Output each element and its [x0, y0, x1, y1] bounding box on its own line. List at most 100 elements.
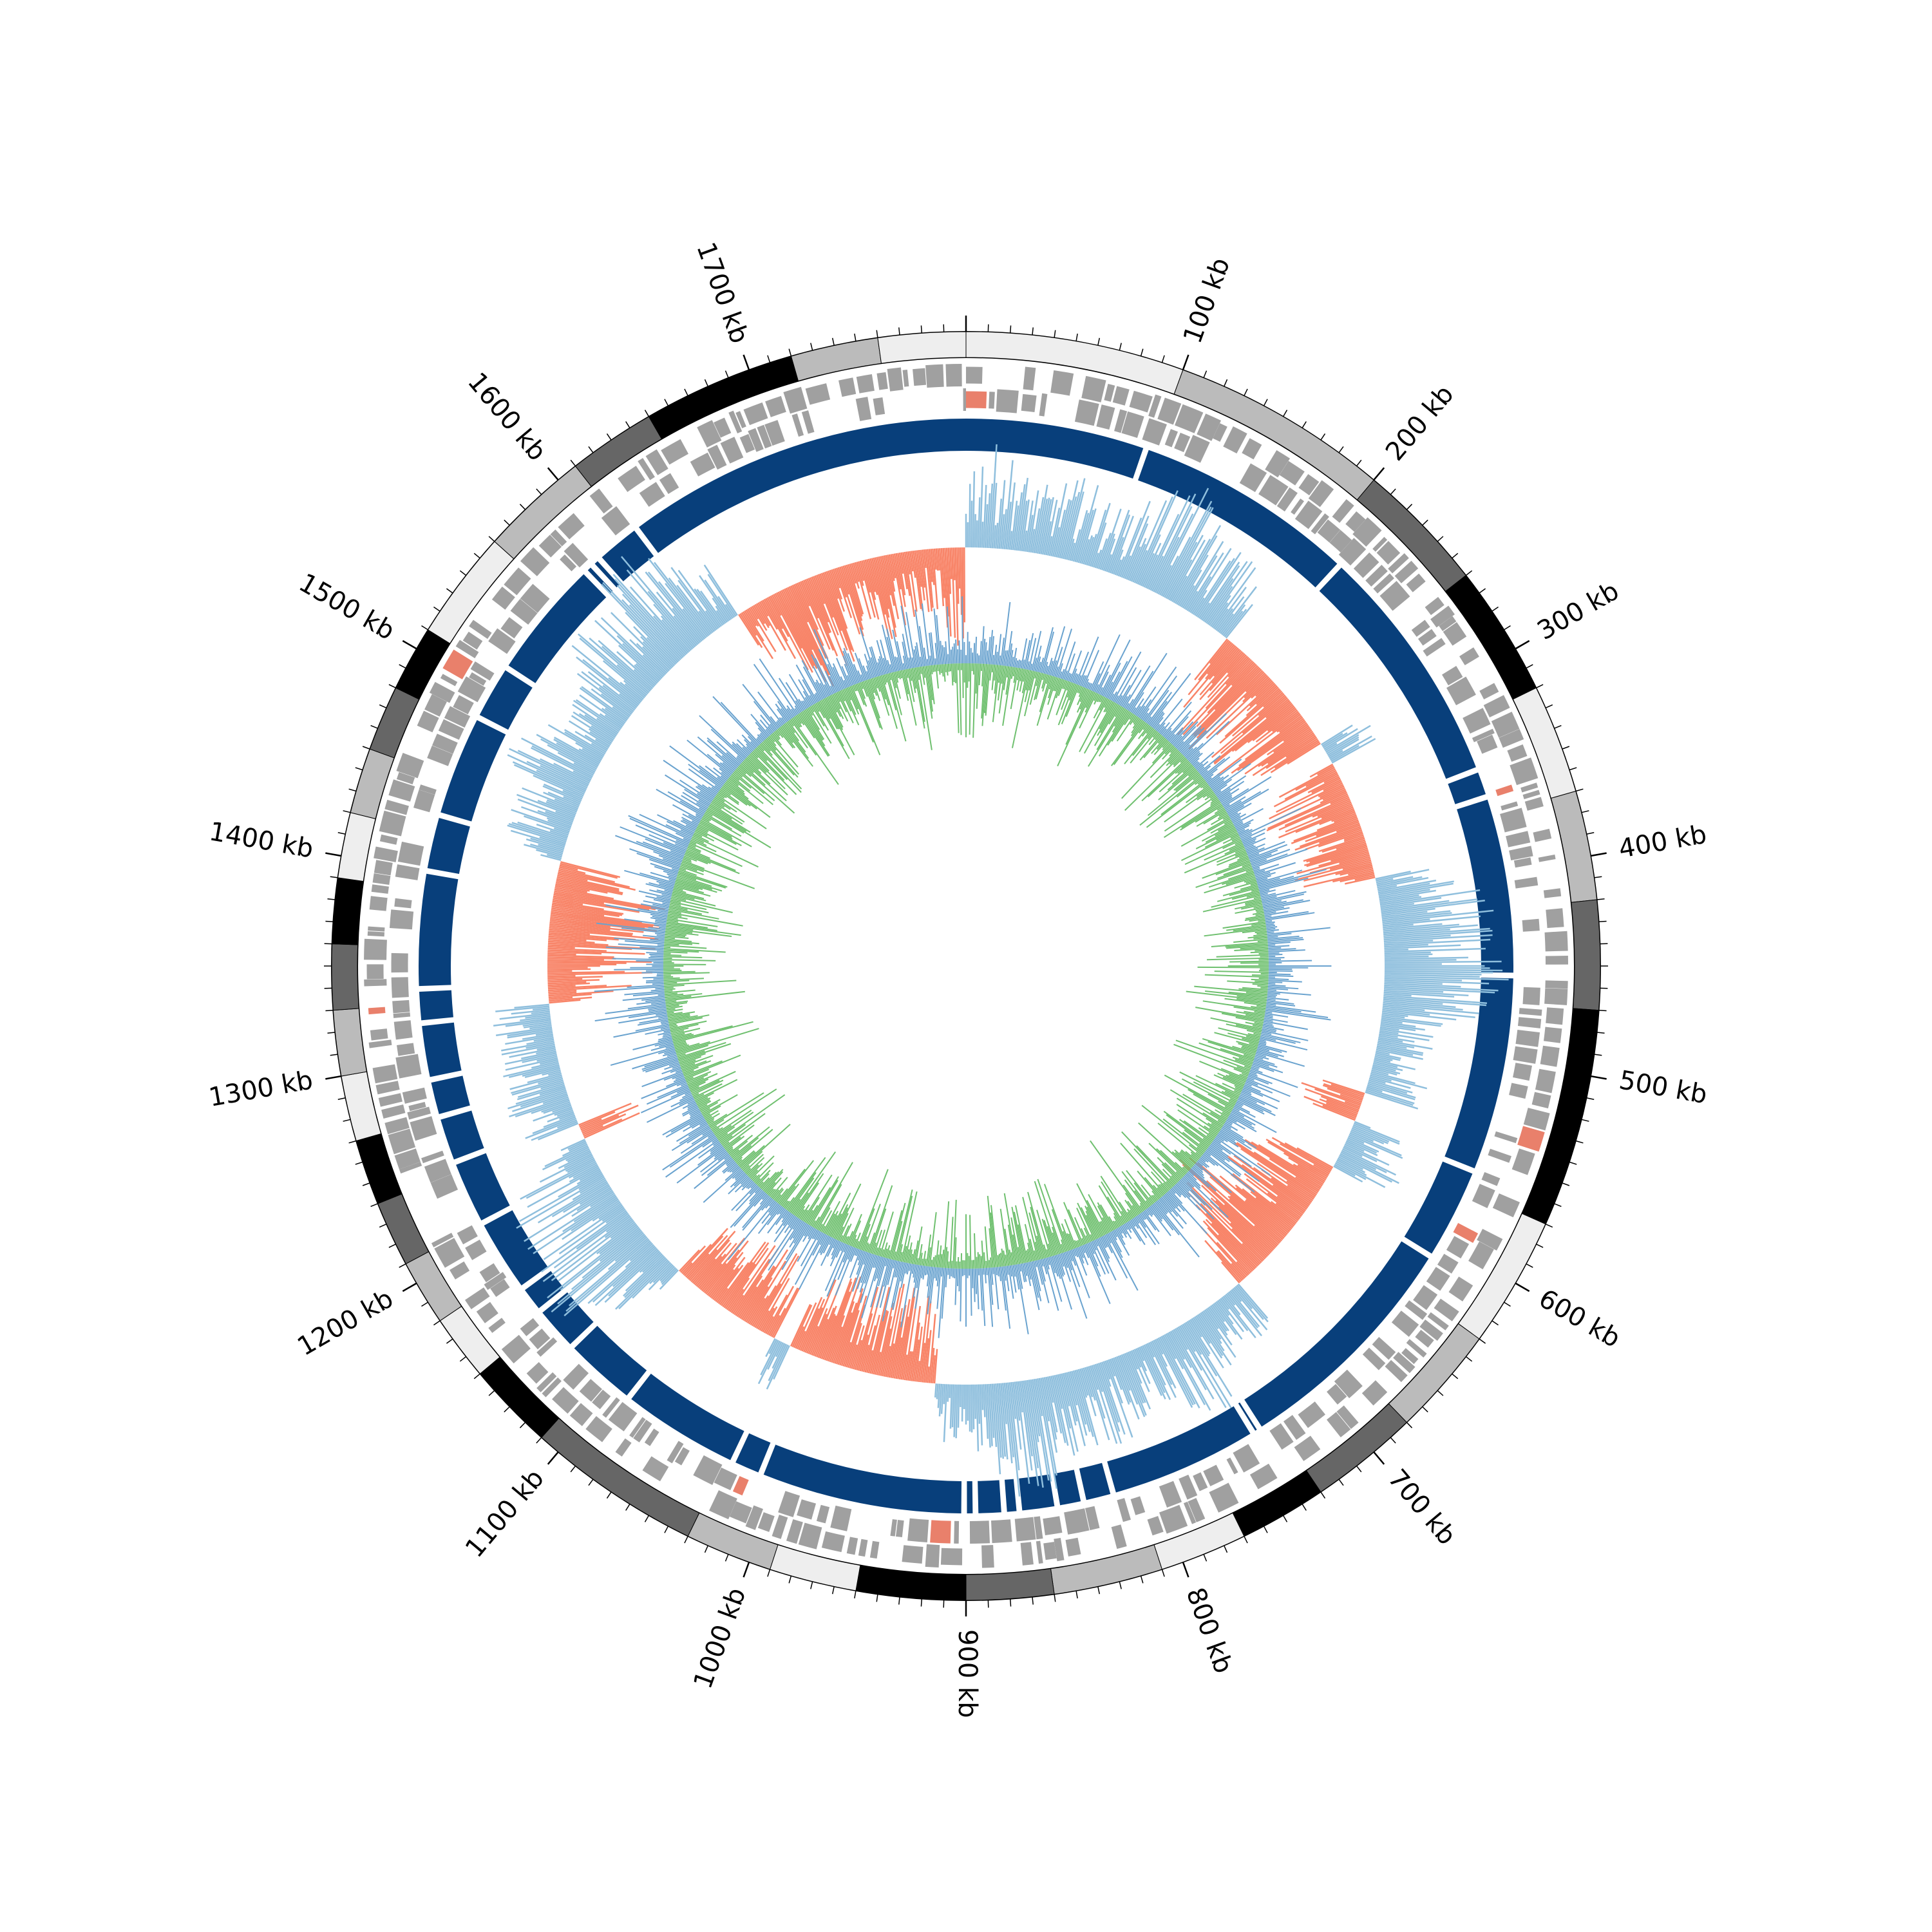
skew-negative: [797, 1206, 806, 1218]
gc-bar: [1377, 1043, 1424, 1054]
skew-negative: [879, 676, 889, 706]
skew-negative: [686, 849, 736, 871]
gc-bar: [551, 911, 659, 927]
skew-negative: [1129, 713, 1134, 720]
skew-negative: [1199, 1060, 1247, 1081]
skew-negative: [666, 1005, 679, 1008]
gc-bar: [895, 1299, 911, 1379]
skew-negative: [708, 806, 751, 833]
gc-bar: [1195, 1204, 1257, 1269]
skew-positive: [1046, 1257, 1050, 1265]
skew-positive: [656, 889, 672, 895]
skew-negative: [1225, 943, 1268, 948]
skew-positive: [759, 658, 798, 715]
skew-positive: [1250, 1069, 1298, 1088]
skew-negative: [806, 708, 820, 730]
skew-positive: [1157, 1200, 1169, 1213]
skew-positive: [1121, 1225, 1128, 1235]
gc-bar: [536, 1056, 558, 1062]
skew-negative: [788, 1177, 815, 1213]
gc-bar: [921, 549, 930, 612]
skew-negative: [665, 932, 687, 936]
skew-negative: [728, 1135, 753, 1155]
gc-bar: [1255, 680, 1273, 697]
gc-bar: [1192, 597, 1205, 615]
gene-forward: [925, 1544, 940, 1568]
gc-bar: [1383, 929, 1493, 939]
skew-positive: [882, 658, 889, 674]
skew-negative: [1098, 1185, 1124, 1226]
skew-negative: [1202, 1112, 1224, 1126]
skew-negative: [851, 1235, 857, 1247]
skew-positive: [676, 1081, 687, 1086]
gc-bar: [945, 547, 952, 637]
gc-bar: [693, 1258, 716, 1285]
gene-forward: [642, 1456, 669, 1482]
skew-positive: [757, 691, 784, 726]
minor-tick: [606, 1492, 612, 1499]
gene-forward: [821, 1531, 845, 1553]
gene-forward: [858, 1539, 868, 1557]
gc-bar: [1331, 1083, 1365, 1097]
minor-tick: [1452, 553, 1459, 559]
gc-bar: [578, 1103, 632, 1126]
skew-positive: [1129, 652, 1168, 712]
skew-negative: [808, 1176, 839, 1226]
skew-positive: [1268, 984, 1286, 987]
skew-positive: [670, 850, 685, 857]
skew-negative: [1060, 1244, 1065, 1253]
skew-positive: [1139, 1213, 1145, 1220]
skew-negative: [851, 685, 881, 755]
tick-label: 100 kb: [1178, 254, 1236, 347]
gc-bar: [1207, 663, 1256, 714]
skew-negative: [664, 945, 707, 949]
skew-positive: [906, 1263, 910, 1274]
skew-positive: [1259, 889, 1270, 893]
skew-negative: [1179, 1151, 1195, 1166]
skew-negative: [738, 765, 752, 777]
skew-positive: [824, 684, 831, 696]
gc-bar: [573, 770, 592, 781]
skew-negative: [734, 1128, 773, 1162]
gc-bar: [1217, 1250, 1244, 1280]
gc-bar: [557, 752, 596, 773]
gc-bar: [1245, 672, 1266, 693]
gc-bar: [1340, 866, 1373, 876]
gc-bar: [1384, 944, 1461, 950]
skew-positive: [1202, 756, 1231, 779]
skew-positive: [676, 1147, 724, 1184]
skew-negative: [688, 1078, 709, 1088]
skew-positive: [1146, 1208, 1153, 1217]
skew-positive: [689, 1117, 705, 1126]
skew-negative: [1010, 1217, 1021, 1264]
gc-bar: [1137, 1347, 1145, 1361]
skew-positive: [936, 1267, 940, 1287]
skew-positive: [1134, 706, 1141, 715]
skew-positive: [790, 708, 797, 716]
skew-positive: [822, 1236, 832, 1254]
skew-negative: [992, 665, 1000, 723]
skew-negative: [891, 1220, 903, 1260]
skew-positive: [864, 1254, 875, 1284]
skew-negative: [741, 1151, 763, 1171]
gene-forward: [1491, 712, 1520, 738]
gc-bar: [1185, 591, 1198, 611]
skew-negative: [667, 1011, 696, 1018]
gene-forward: [1043, 1542, 1057, 1560]
gc-bar: [1124, 523, 1149, 580]
skew-negative: [1181, 802, 1222, 828]
gene-forward: [1308, 480, 1334, 507]
skew-positive: [984, 642, 987, 664]
skew-positive: [1222, 788, 1249, 806]
gc-bar: [715, 605, 728, 623]
gene-reverse: [895, 1520, 904, 1537]
skew-positive: [624, 869, 675, 886]
gc-bar: [1252, 734, 1316, 777]
skew-negative: [1056, 681, 1070, 715]
minor-tick: [1598, 1009, 1607, 1012]
gc-bar: [1261, 1169, 1312, 1204]
skew-positive: [680, 820, 697, 829]
skew-positive: [1258, 1043, 1287, 1053]
skew-negative: [1202, 1137, 1211, 1145]
gc-bar: [1162, 506, 1212, 598]
